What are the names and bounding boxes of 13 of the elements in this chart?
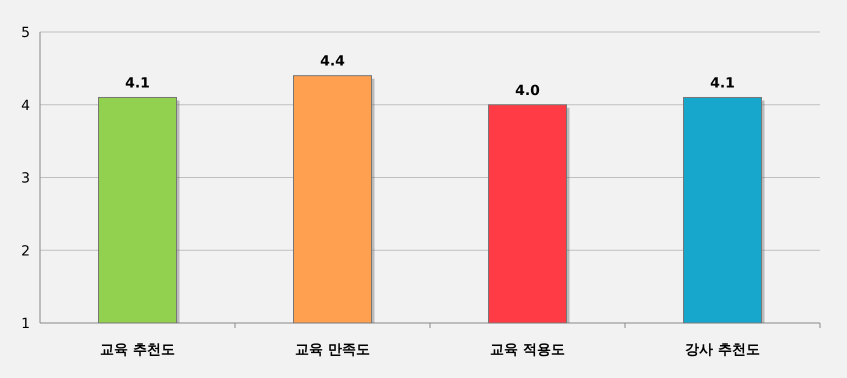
data-label: 4.1	[710, 75, 735, 92]
y-tick-label: 5	[21, 25, 30, 41]
data-label: 4.4	[320, 54, 346, 70]
x-tick-label: 교육 추천도	[100, 342, 175, 358]
x-tick-label: 교육 만족도	[295, 342, 370, 358]
y-tick-label: 3	[21, 170, 30, 186]
x-tick-label: 교육 적용도	[490, 342, 565, 358]
y-tick-label: 2	[21, 243, 30, 260]
y-tick-label: 1	[21, 316, 30, 332]
data-label: 4.0	[515, 82, 540, 99]
data-label: 4.1	[125, 75, 150, 92]
y-tick-label: 4	[21, 98, 30, 114]
x-tick-label: 강사 추천도	[685, 342, 760, 358]
